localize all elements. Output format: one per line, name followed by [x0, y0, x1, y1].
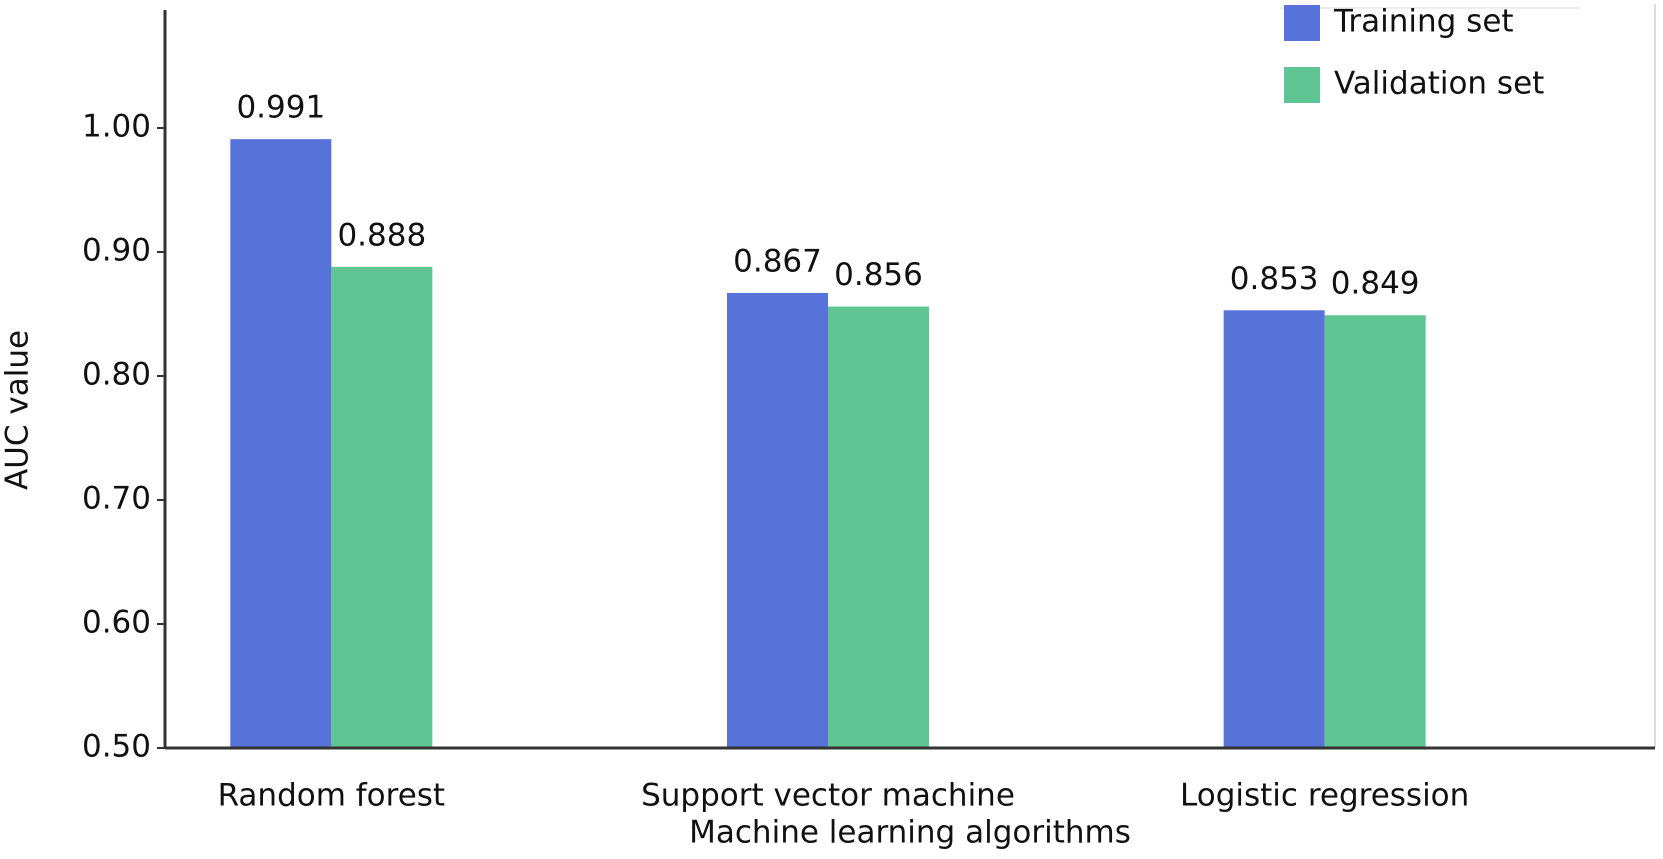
- value-label: 0.856: [834, 257, 923, 293]
- legend-swatch: [1284, 5, 1320, 41]
- y-axis-title: AUC value: [0, 330, 36, 490]
- value-label: 0.991: [236, 90, 325, 126]
- y-tick-label: 0.50: [82, 729, 151, 765]
- value-label: 0.867: [733, 243, 822, 279]
- bar: [1324, 315, 1426, 748]
- value-label: 0.849: [1331, 266, 1420, 302]
- bar: [727, 292, 828, 748]
- y-tick-label: 0.80: [82, 357, 151, 393]
- bar: [828, 306, 929, 748]
- x-tick-label: Logistic regression: [1180, 778, 1469, 814]
- bar: [230, 139, 332, 748]
- y-tick-label: 1.00: [82, 109, 151, 145]
- value-label: 0.853: [1230, 261, 1319, 297]
- x-axis-title: Machine learning algorithms: [689, 815, 1131, 851]
- y-tick-label: 0.60: [82, 605, 151, 641]
- x-tick-label: Support vector machine: [641, 778, 1015, 814]
- legend-label: Validation set: [1334, 66, 1544, 102]
- y-tick-label: 0.70: [82, 481, 151, 517]
- bar: [1223, 310, 1325, 748]
- legend-swatch: [1284, 67, 1320, 103]
- value-label: 0.888: [337, 217, 426, 253]
- x-tick-label: Random forest: [218, 778, 446, 814]
- legend-label: Training set: [1333, 4, 1514, 40]
- y-tick-label: 0.90: [82, 233, 151, 269]
- bar: [331, 266, 433, 748]
